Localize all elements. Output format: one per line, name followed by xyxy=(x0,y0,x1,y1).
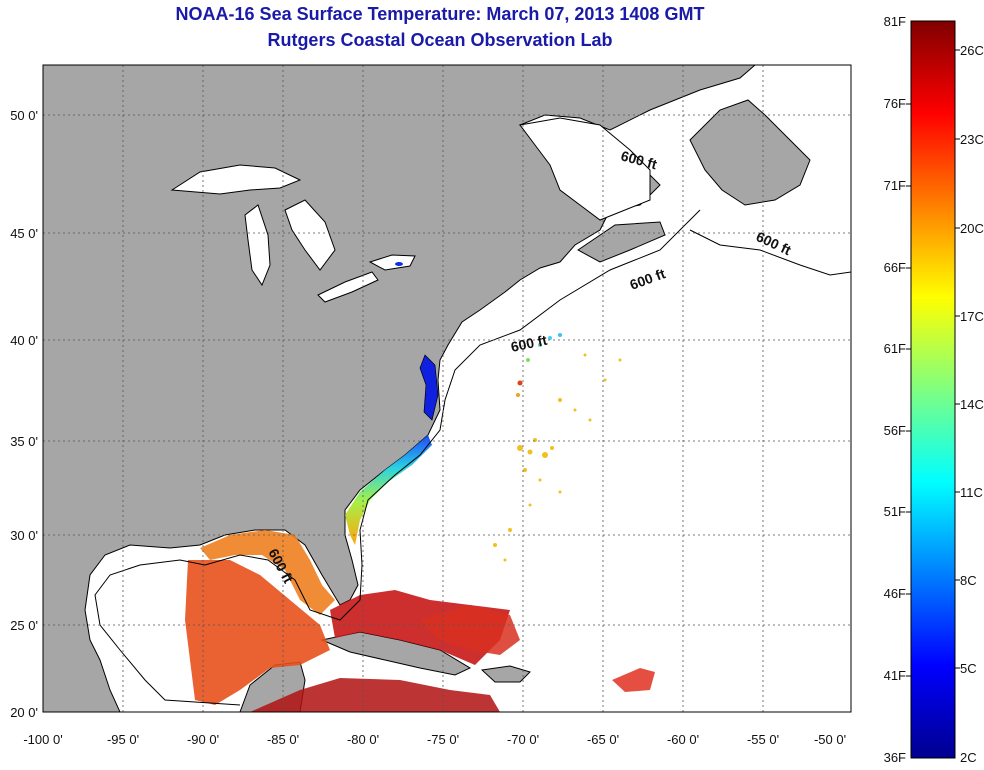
colorbar-c-label: 20C xyxy=(960,221,984,236)
colorbar-f-label: 76F xyxy=(884,96,906,111)
gulf-st-lawrence xyxy=(519,117,651,221)
colorbar-c-label: 23C xyxy=(960,132,984,147)
sst-bahamas xyxy=(420,605,520,655)
colorbar-f-label: 71F xyxy=(884,178,906,193)
lat-tick-label: 30 0' xyxy=(10,528,38,543)
colorbar-f-label: 36F xyxy=(884,750,906,765)
lake-ontario xyxy=(368,254,416,271)
colorbar-f-label: 61F xyxy=(884,341,906,356)
sst-east-patch xyxy=(612,668,655,692)
chesapeake-bay-sst xyxy=(419,354,439,421)
sst-gulf-of-mexico xyxy=(185,560,330,705)
colorbar-f-label: 56F xyxy=(884,423,906,438)
colorbar-f-label: 41F xyxy=(884,668,906,683)
lon-tick-label: -65 0' xyxy=(587,732,619,747)
colorbar-f-label: 66F xyxy=(884,260,906,275)
lat-tick-label: 45 0' xyxy=(10,226,38,241)
map-subtitle: Rutgers Coastal Ocean Observation Lab xyxy=(267,30,613,50)
nova-scotia-land xyxy=(577,221,666,263)
colorbar-f-label: 46F xyxy=(884,586,906,601)
lake-superior xyxy=(170,164,302,195)
lon-tick-label: -95 0' xyxy=(107,732,139,747)
lat-tick-label: 35 0' xyxy=(10,434,38,449)
colorbar-c-label: 17C xyxy=(960,309,984,324)
lake-michigan xyxy=(244,204,271,287)
sst-gulf-florida xyxy=(200,530,335,615)
longitude-axis: -100 0' -95 0' -90 0' -85 0' -80 0' -75 … xyxy=(23,732,846,747)
colorbar-c-label: 5C xyxy=(960,661,977,676)
colorbar-f-label: 51F xyxy=(884,504,906,519)
lon-tick-label: -70 0' xyxy=(507,732,539,747)
colorbar: 81F 76F 71F 66F 61F 56F 51F 46F 41F 36F … xyxy=(884,14,984,765)
lake-ontario-sst xyxy=(395,262,403,266)
lon-tick-label: -100 0' xyxy=(23,732,62,747)
lat-tick-label: 25 0' xyxy=(10,618,38,633)
lat-tick-label: 20 0' xyxy=(10,705,38,720)
lon-tick-label: -75 0' xyxy=(427,732,459,747)
plot-frame xyxy=(42,64,852,713)
sst-offshore-speckles xyxy=(493,333,622,562)
lon-tick-label: -55 0' xyxy=(747,732,779,747)
colorbar-gradient xyxy=(910,20,956,759)
lat-tick-label: 40 0' xyxy=(10,333,38,348)
lon-tick-label: -90 0' xyxy=(187,732,219,747)
isobath-600ft-line xyxy=(94,209,851,706)
isobath-label: 600 ft xyxy=(509,332,548,355)
colorbar-c-label: 14C xyxy=(960,397,984,412)
lon-tick-label: -85 0' xyxy=(267,732,299,747)
lon-tick-label: -50 0' xyxy=(814,732,846,747)
colorbar-c-label: 11C xyxy=(960,485,983,500)
lake-erie xyxy=(317,271,379,303)
colorbar-c-label: 26C xyxy=(960,43,984,58)
latitude-axis: 20 0' 25 0' 30 0' 35 0' 40 0' 45 0' 50 0… xyxy=(10,108,38,720)
sst-caribbean xyxy=(250,678,500,712)
lat-tick-label: 50 0' xyxy=(10,108,38,123)
hispaniola-land xyxy=(480,665,531,683)
colorbar-c-label: 8C xyxy=(960,573,977,588)
lon-tick-label: -60 0' xyxy=(667,732,699,747)
newfoundland-land xyxy=(689,99,811,206)
map-title: NOAA-16 Sea Surface Temperature: March 0… xyxy=(175,4,705,24)
lon-tick-label: -80 0' xyxy=(347,732,379,747)
colorbar-c-label: 2C xyxy=(960,750,977,765)
colorbar-f-label: 81F xyxy=(884,14,906,29)
